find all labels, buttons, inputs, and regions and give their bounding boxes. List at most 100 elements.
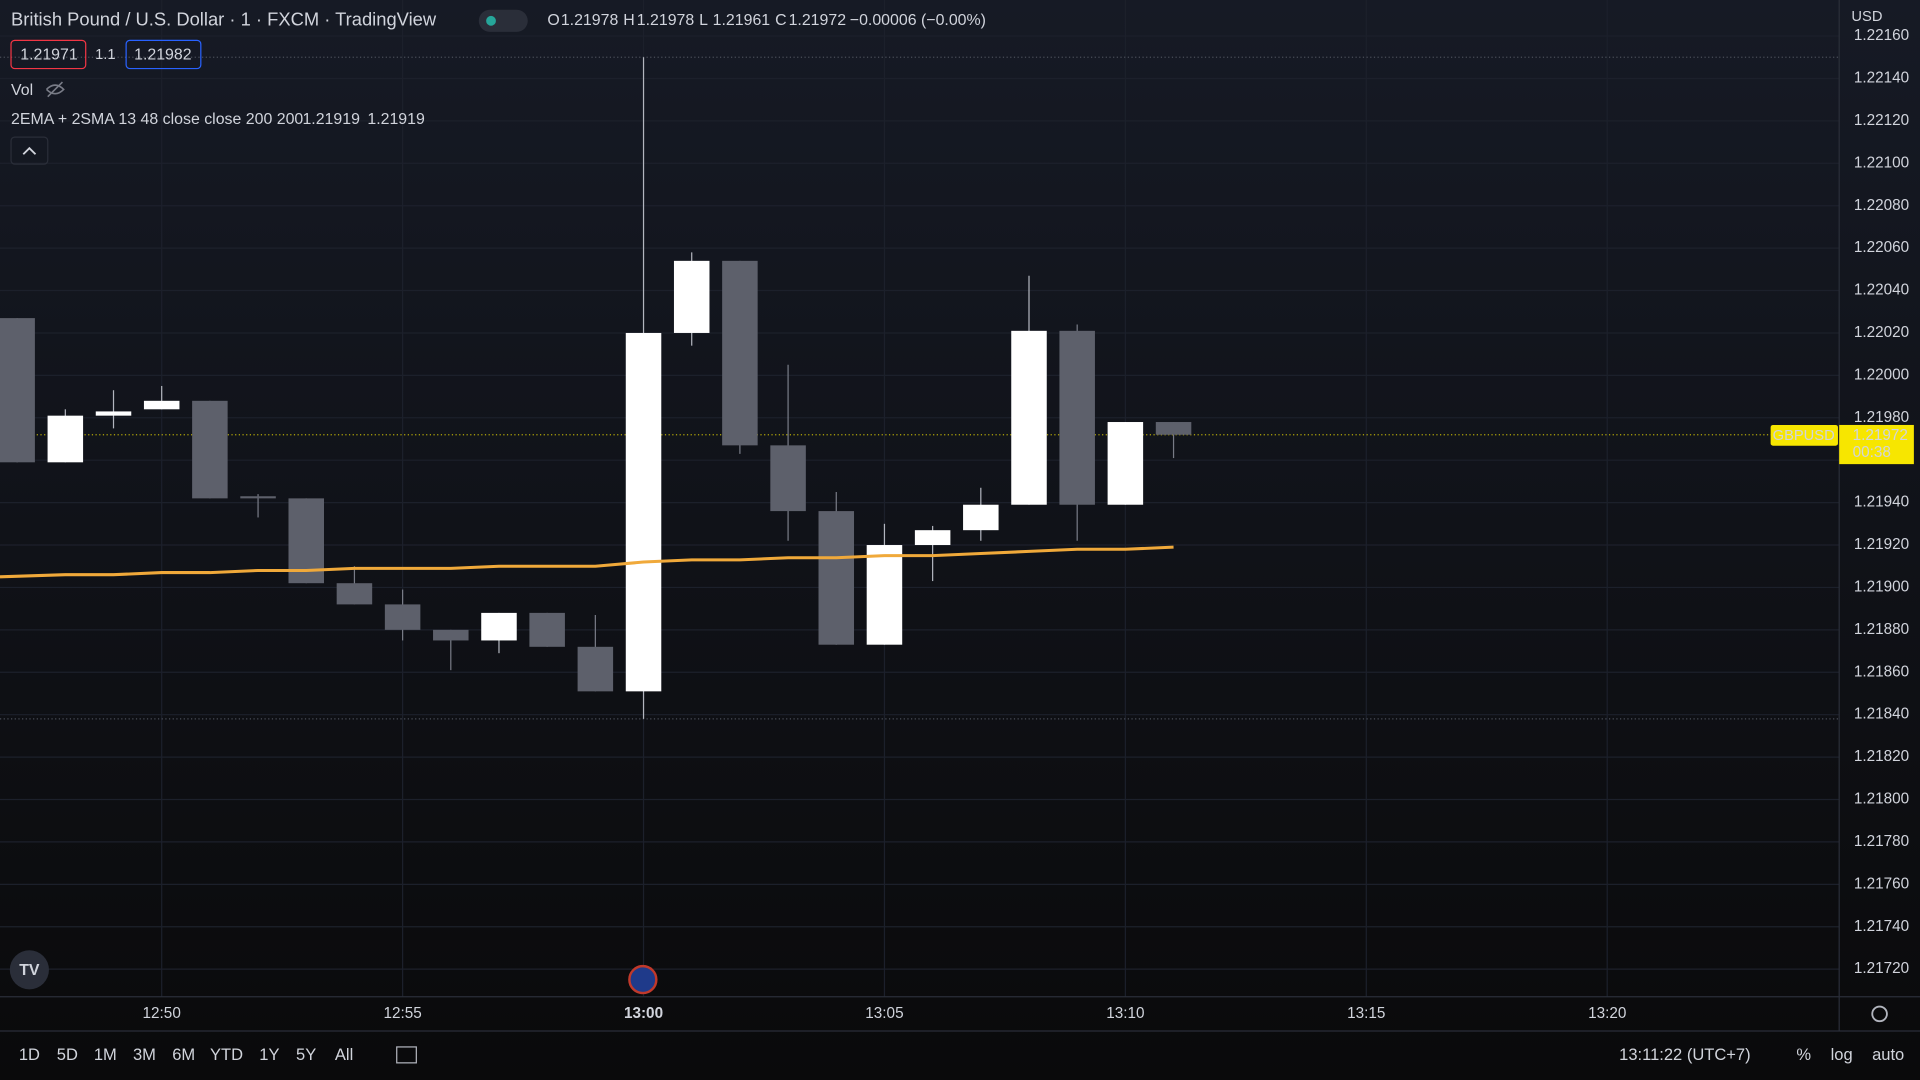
y-tick-label: 1.21880 [1854,621,1909,638]
y-tick-label: 1.21760 [1854,875,1909,892]
buy-price: 1.21982 [134,46,192,63]
buy-button[interactable] [125,39,202,70]
event-flag[interactable] [628,964,658,995]
candle-body [770,445,806,512]
range-button[interactable]: 5D [57,1045,78,1064]
y-tick-label: 1.21780 [1854,833,1909,850]
y-tick-label: 1.22140 [1854,70,1909,87]
range-button[interactable]: 1Y [259,1045,279,1064]
candle-body [818,511,855,645]
range-button[interactable]: YTD [210,1045,243,1064]
y-tick-label: 1.21860 [1854,663,1909,680]
clock: 13:11:22 (UTC+7) [1619,1045,1750,1064]
status-pill[interactable] [478,9,528,32]
candle-body [240,496,276,499]
candle-body [95,411,132,416]
x-tick-label: 13:20 [1588,1005,1626,1022]
y-tick-label: 1.21940 [1854,494,1909,511]
x-tick-label: 13:10 [1106,1005,1144,1022]
symbol-tag [1770,424,1838,446]
x-tick-label: 13:05 [865,1005,903,1022]
date-range-icon[interactable] [396,1046,417,1064]
collapse-button[interactable] [10,136,49,165]
candle-body [963,504,999,531]
y-tick-label: 1.22040 [1854,282,1909,299]
y-tick-label: 1.22100 [1854,154,1909,171]
candle-body [866,545,903,645]
logo[interactable] [9,950,49,990]
y-tick-label: 1.21820 [1854,748,1909,765]
candle-body [384,604,421,630]
ohlc-value: 1.21978 [637,12,695,29]
y-tick-label: 1.21900 [1854,578,1909,595]
candle-body [47,415,84,463]
candle-body [1107,422,1144,505]
status-dot [486,15,496,26]
settings-icon[interactable] [1871,1005,1888,1023]
price-tag-value: 1.21972 [1853,427,1908,444]
scale-option[interactable]: auto [1872,1045,1904,1064]
candle-body [529,612,565,647]
hide-icon[interactable] [45,81,65,98]
ohlc-key: H [623,12,635,29]
change: −0.00006 (−0.00%) [850,12,986,29]
x-tick-label: 12:50 [143,1005,181,1022]
candle-body [1011,330,1047,505]
candle-body [433,629,469,641]
ohlc-value: 1.21972 [789,12,847,29]
y-tick-label: 1.21720 [1854,960,1909,977]
sell-price: 1.21971 [20,46,78,63]
ema-line [0,545,1174,579]
collapse-icon [22,146,37,155]
ohlc-value: 1.21961 [713,12,771,29]
range-button[interactable]: 5Y [296,1045,316,1064]
candle-body [577,646,614,692]
chart-title: British Pound / U.S. Dollar · 1 · FXCM ·… [11,9,437,30]
candle-body [914,530,951,546]
range-button[interactable]: All [335,1045,353,1064]
candle-body [1059,330,1095,505]
y-tick-label: 1.22000 [1854,366,1909,383]
candle-body [722,260,758,446]
y-tick-label: 1.22020 [1854,324,1909,341]
y-tick-label: 1.22060 [1854,239,1909,256]
y-tick-label: 1.21980 [1854,409,1909,426]
candle-body [625,332,662,692]
candle-body [1155,422,1192,435]
candle-body [0,318,35,463]
y-tick-label: 1.21800 [1854,791,1909,808]
ohlc-value: 1.21978 [561,12,619,29]
range-button[interactable]: 6M [172,1045,195,1064]
candle-body [192,400,228,499]
scale-option[interactable]: log [1831,1045,1853,1064]
x-tick-label: 13:00 [624,1005,663,1022]
ohlc-key: C [775,12,787,29]
indicator-name: 2EMA + 2SMA 13 48 close close 200 200 [11,111,303,128]
symbol-tag-label: GBPUSD [1773,428,1835,444]
logo-icon: TV [19,962,40,979]
range-button[interactable]: 1D [19,1045,40,1064]
price-tag-countdown: 00:38 [1853,444,1891,461]
x-tick-label: 13:15 [1347,1005,1385,1022]
y-tick-label: 1.22160 [1854,27,1909,44]
sell-button[interactable] [10,39,87,70]
currency-selector[interactable]: USD [1851,9,1882,25]
y-tick-label: 1.22120 [1854,112,1909,129]
ohlc-key: O [547,12,559,29]
candle-body [143,400,180,410]
price-tag [1839,424,1914,465]
volume-label: Vol [11,82,33,99]
range-button[interactable]: 1M [94,1045,117,1064]
range-button[interactable]: 3M [133,1045,156,1064]
quantity: 1.1 [95,47,115,63]
x-tick-label: 12:55 [383,1005,421,1022]
candle-body [481,612,517,641]
candle-body [673,260,710,333]
candle-body [336,583,373,605]
y-tick-label: 1.21740 [1854,918,1909,935]
scale-option[interactable]: % [1796,1045,1811,1064]
indicator-value: 1.21919 [367,111,425,128]
